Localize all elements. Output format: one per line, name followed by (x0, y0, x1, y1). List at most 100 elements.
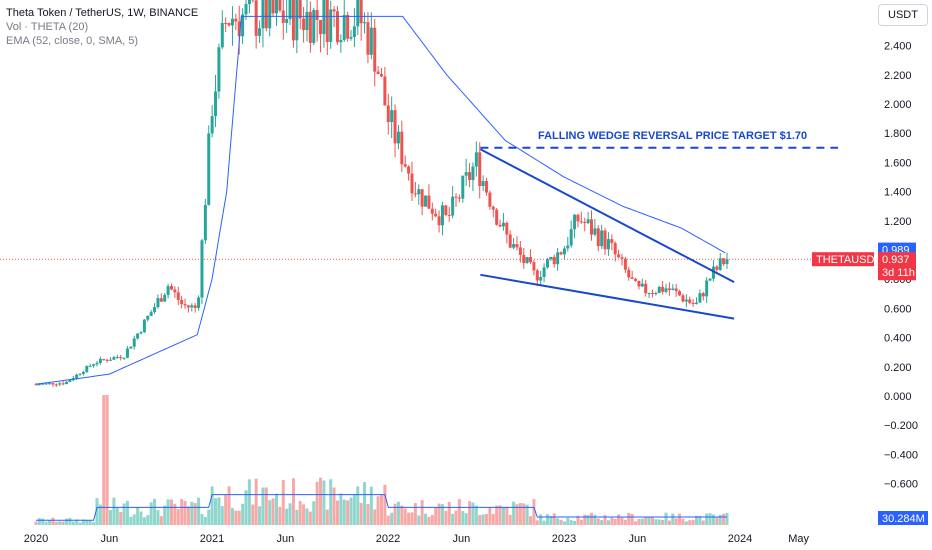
candle (562, 246, 566, 260)
candle (305, 0, 309, 42)
candle (122, 357, 126, 360)
candle (576, 213, 580, 228)
volume-bar (525, 504, 529, 525)
candle (630, 270, 634, 280)
candle (149, 310, 153, 316)
volume-bar (193, 503, 197, 525)
volume-bar (51, 517, 55, 525)
volume-bar (495, 505, 499, 525)
ema-indicator-label[interactable]: EMA (52, close, 0, SMA, 5) (6, 35, 139, 47)
volume-bar (173, 503, 177, 525)
candle (647, 292, 651, 298)
candle (207, 125, 211, 206)
candles (34, 0, 729, 387)
candle (654, 291, 658, 296)
volume-bar (281, 480, 285, 525)
candle (217, 43, 221, 99)
y-tick-label: 2.000 (884, 99, 912, 111)
candle (579, 211, 583, 224)
volume-bar (373, 509, 377, 525)
candle (512, 238, 516, 250)
volume-bar (305, 508, 309, 525)
candle (376, 66, 380, 75)
volume-bar (119, 512, 123, 525)
candle (159, 293, 163, 303)
volume-bar (403, 508, 407, 525)
candle (437, 210, 441, 233)
volume-bar (722, 513, 726, 525)
candle (688, 296, 692, 305)
volume-bar (163, 505, 167, 525)
candle (166, 283, 170, 299)
candle (271, 0, 275, 17)
candle (369, 12, 373, 60)
candle (329, 0, 333, 49)
candle (485, 177, 489, 196)
candle (478, 142, 482, 199)
wedge-lower-line (480, 273, 735, 320)
candle (335, 6, 339, 45)
candle (725, 252, 729, 269)
volume-bar (203, 516, 207, 525)
volume-bar (386, 515, 390, 525)
candle (420, 189, 424, 216)
currency-button[interactable]: USDT (878, 4, 928, 26)
volume-bar (698, 516, 702, 525)
volume-bar (346, 500, 350, 525)
volume-bar (627, 513, 631, 525)
volume-bar (190, 501, 194, 525)
symbol-title[interactable]: Theta Token / TetherUS, 1W, BINANCE (6, 7, 199, 19)
volume-bar (539, 514, 543, 525)
volume-bar (224, 494, 228, 525)
volume-bar (478, 515, 482, 525)
candle (532, 260, 536, 276)
candle (606, 232, 610, 256)
volume-bar (298, 501, 302, 525)
candle (200, 238, 204, 304)
volume-indicator-label[interactable]: Vol · THETA (20) (6, 21, 89, 33)
candle (125, 346, 129, 359)
volume-bar (657, 519, 661, 525)
volume-bar (684, 521, 688, 525)
volume-bar (359, 502, 363, 525)
y-tick-label: −0.600 (884, 479, 918, 491)
candle (132, 335, 136, 350)
candle (379, 67, 383, 78)
candle (64, 381, 68, 385)
volume-bar (112, 497, 116, 525)
candle (291, 0, 295, 48)
symbol-tag-text: THETAUSDT (816, 254, 881, 266)
volume-bar (125, 500, 129, 525)
candle (224, 17, 228, 33)
volume-bar (501, 507, 505, 525)
volume-bar (661, 519, 665, 525)
volume-bar (241, 503, 245, 525)
price-tag (878, 252, 916, 281)
volume-bar (634, 521, 638, 525)
volume-bar (102, 395, 106, 525)
candle (457, 194, 461, 203)
volume-bar (542, 520, 546, 525)
y-tick-label: 2.200 (884, 70, 912, 82)
volume-bar (159, 515, 163, 525)
candle (650, 289, 654, 298)
volume-bar (606, 520, 610, 525)
volume-bar (230, 508, 234, 525)
candle (573, 213, 577, 239)
candle (617, 249, 621, 259)
volume-bar (711, 514, 715, 525)
candle (424, 195, 428, 207)
candle (413, 181, 417, 198)
candle (48, 382, 52, 385)
volume-bar (715, 517, 719, 525)
volume-bar (115, 508, 119, 525)
candle (674, 283, 678, 297)
volume-tag-text: 30.284M (882, 513, 925, 525)
volume-tag (878, 511, 928, 525)
volume-bar (315, 481, 319, 525)
volume-bar (352, 494, 356, 525)
x-tick-label: May (788, 533, 809, 545)
volume-bar (322, 480, 326, 525)
candle (203, 198, 207, 244)
